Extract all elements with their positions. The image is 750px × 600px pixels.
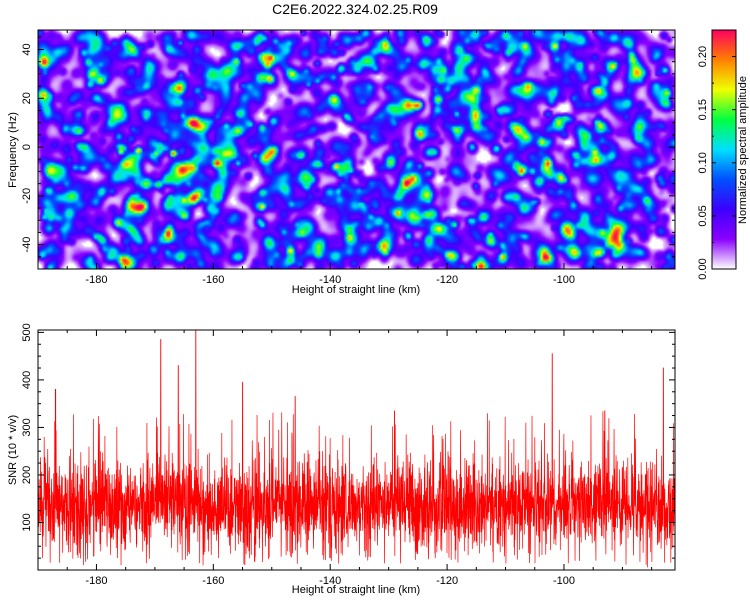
x-tick-label: -160 <box>202 575 224 587</box>
y-tick-label: 0 <box>21 144 33 150</box>
colorbar-tick-label: 0.10 <box>697 152 709 173</box>
heatmap-y-label: Frequency (Hz) <box>7 112 19 188</box>
heatmap-panel: -180 -160 -140 -120 -100 -40 -20 0 20 40 Height … <box>7 29 676 296</box>
snr-x-label: Height of straight line (km) <box>292 584 420 596</box>
y-tick-label: -20 <box>21 188 33 204</box>
x-tick-label: -160 <box>202 274 224 286</box>
y-tick-label: 300 <box>21 418 33 436</box>
figure-title: C2E6.2022.324.02.25.R09 <box>272 1 438 17</box>
heatmap-x-ticks: -180 -160 -140 -120 -100 <box>37 30 653 286</box>
snr-x-ticks: -180 -160 -140 -120 -100 <box>37 330 653 587</box>
snr-series-line <box>38 330 675 568</box>
y-tick-label: -40 <box>21 237 33 253</box>
x-tick-label: -140 <box>319 274 341 286</box>
heatmap-frame <box>37 29 676 270</box>
colorbar-label: Normalized spectral amplitude <box>737 76 749 224</box>
snr-y-ticks: 100 200 300 400 500 <box>21 323 675 571</box>
colorbar-frame <box>711 29 737 270</box>
snr-frame <box>37 329 676 571</box>
y-tick-label: 500 <box>21 323 33 341</box>
colorbar-bar <box>712 30 736 269</box>
snr-panel: -180 -160 -140 -120 -100 100 200 300 400 500 Hei… <box>7 323 676 596</box>
colorbar-tick-label: 0.00 <box>697 258 709 279</box>
snr-y-label: SNR (10 * v/v) <box>7 415 19 485</box>
colorbar: 0.00 0.05 0.10 0.15 0.20 Normalized spectral… <box>697 29 749 280</box>
colorbar-ticks: 0.00 0.05 0.10 0.15 0.20 <box>697 29 736 280</box>
heatmap-y-ticks: -40 -20 0 20 40 <box>21 36 675 270</box>
colorbar-tick-label: 0.20 <box>697 46 709 67</box>
y-tick-label: 40 <box>21 43 33 55</box>
colorbar-tick-label: 0.15 <box>697 99 709 120</box>
x-tick-label: -100 <box>553 274 575 286</box>
y-tick-label: 400 <box>21 371 33 389</box>
x-tick-label: -120 <box>436 274 458 286</box>
heatmap-image <box>38 30 675 269</box>
x-tick-label: -180 <box>85 274 107 286</box>
y-tick-label: 20 <box>21 92 33 104</box>
x-tick-label: -140 <box>319 575 341 587</box>
x-tick-label: -120 <box>436 575 458 587</box>
y-tick-label: 200 <box>21 466 33 484</box>
x-tick-label: -180 <box>85 575 107 587</box>
y-tick-label: 100 <box>21 513 33 531</box>
colorbar-tick-label: 0.05 <box>697 205 709 226</box>
x-tick-label: -100 <box>553 575 575 587</box>
heatmap-x-label: Height of straight line (km) <box>292 284 420 296</box>
